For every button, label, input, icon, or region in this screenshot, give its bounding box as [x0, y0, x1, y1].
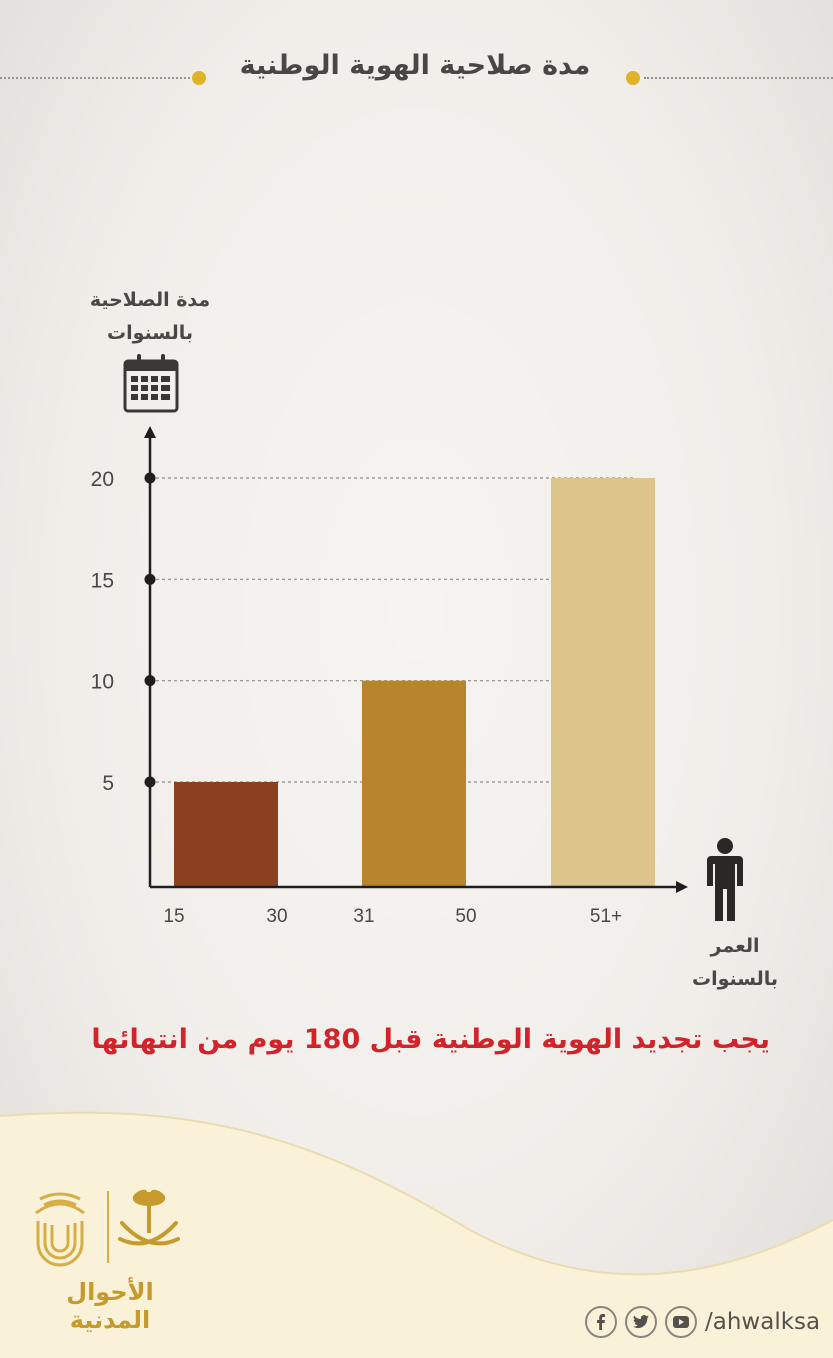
youtube-icon[interactable]	[665, 1306, 697, 1338]
x-tick-label: 15	[163, 906, 184, 927]
x-axis-title: العمر بالسنوات	[660, 930, 810, 996]
y-tick-label: 20	[91, 468, 114, 491]
y-tick-dot	[144, 776, 156, 788]
twitter-icon[interactable]	[625, 1306, 657, 1338]
x-axis-title-line1: العمر	[710, 935, 760, 957]
y-tick-dot	[144, 675, 156, 687]
y-axis-title-line2: بالسنوات	[106, 322, 193, 344]
y-axis-title-line1: مدة الصلاحية	[89, 289, 211, 311]
x-axis-arrow	[676, 881, 688, 893]
y-axis-arrow	[144, 426, 156, 438]
logo-emblem	[35, 1189, 180, 1267]
renewal-note: يجب تجديد الهوية الوطنية قبل 180 يوم من …	[91, 1024, 770, 1055]
header-dotted-line-left	[0, 77, 190, 79]
page-title: مدة صلاحية الهوية الوطنية	[239, 50, 591, 81]
y-axis-title: مدة الصلاحية بالسنوات	[60, 284, 240, 350]
calendar-icon	[123, 354, 179, 413]
header-dot-left	[192, 71, 206, 85]
bar-1	[174, 782, 278, 887]
bar-3	[551, 478, 655, 887]
bar-2	[362, 680, 466, 887]
y-tick-dot	[144, 573, 156, 585]
x-tick-label: 50	[455, 906, 476, 927]
x-tick-label: 51+	[590, 906, 622, 927]
person-icon	[707, 838, 743, 921]
y-tick-label: 5	[102, 772, 114, 795]
y-tick-dot	[144, 472, 156, 484]
x-tick-label: 30	[266, 906, 287, 927]
y-tick-label: 10	[91, 671, 114, 694]
header-dotted-line-right	[644, 77, 833, 79]
facebook-icon[interactable]	[585, 1306, 617, 1338]
x-tick-label: 31	[353, 906, 374, 927]
x-axis-title-line2: بالسنوات	[691, 968, 778, 990]
y-tick-label: 15	[91, 569, 114, 592]
footer-wave	[0, 1111, 833, 1358]
org-name: الأحوال المدنية	[66, 1278, 154, 1334]
header-dot-right	[626, 71, 640, 85]
social-handle[interactable]: /ahwalksa	[705, 1309, 821, 1335]
